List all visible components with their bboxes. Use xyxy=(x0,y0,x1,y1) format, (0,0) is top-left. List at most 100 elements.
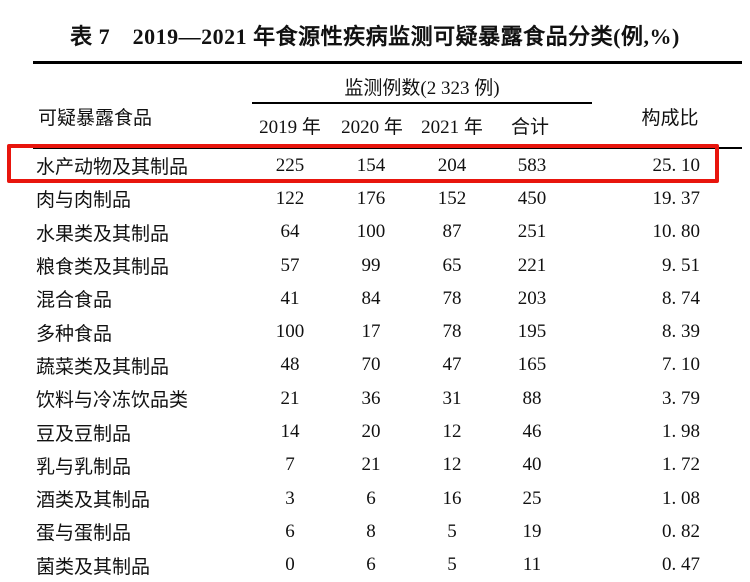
count-2019-cell: 0 xyxy=(285,554,295,576)
table-title: 表 7 2019—2021 年食源性疾病监测可疑暴露食品分类(例,%) xyxy=(70,24,680,49)
count-2019-cell: 6 xyxy=(285,520,295,542)
count-2021-cell: 16 xyxy=(442,487,462,509)
count-2021-cell: 78 xyxy=(442,321,462,343)
count-2020-cell: 99 xyxy=(361,254,381,276)
count-2021-cell: 87 xyxy=(442,221,462,243)
column-header-food: 可疑暴露食品 xyxy=(38,108,153,129)
count-2020-cell: 84 xyxy=(361,287,381,309)
ratio-cell: 25. 10 xyxy=(652,154,701,176)
count-2019-cell: 225 xyxy=(275,154,305,176)
ratio-cell: 0. 47 xyxy=(662,554,700,576)
column-header-2021: 2021 年 xyxy=(421,117,483,138)
count-2019-cell: 64 xyxy=(280,221,300,243)
food-name-cell: 混合食品 xyxy=(36,290,113,312)
count-total-cell: 583 xyxy=(517,154,547,176)
count-2019-cell: 3 xyxy=(285,487,295,509)
count-total-cell: 46 xyxy=(522,421,542,443)
count-total-cell: 11 xyxy=(522,554,542,576)
food-name-cell: 酒类及其制品 xyxy=(36,490,151,512)
count-2020-cell: 17 xyxy=(361,321,381,343)
count-total-cell: 221 xyxy=(517,254,547,276)
header-bottom-rule xyxy=(33,147,742,149)
table-row: 蔬菜类及其制品 48 70 47 165 7. 10 xyxy=(33,349,742,382)
table-row: 豆及豆制品 14 20 12 46 1. 98 xyxy=(33,415,742,448)
count-total-cell: 88 xyxy=(522,387,542,409)
count-2019-cell: 122 xyxy=(275,187,305,209)
food-name-cell: 豆及豆制品 xyxy=(36,423,132,445)
count-total-cell: 25 xyxy=(522,487,542,509)
food-name-cell: 水果类及其制品 xyxy=(36,223,170,245)
count-2020-cell: 8 xyxy=(366,520,376,542)
table-row: 水果类及其制品 64 100 87 251 10. 80 xyxy=(33,216,742,249)
count-2019-cell: 100 xyxy=(275,321,305,343)
table-row: 蛋与蛋制品 6 8 5 19 0. 82 xyxy=(33,515,742,548)
ratio-cell: 19. 37 xyxy=(652,187,701,209)
count-2021-cell: 152 xyxy=(437,187,467,209)
ratio-cell: 0. 82 xyxy=(662,520,700,542)
ratio-cell: 8. 74 xyxy=(662,287,700,309)
count-total-cell: 203 xyxy=(517,287,547,309)
count-2020-cell: 70 xyxy=(361,354,381,376)
table-row: 酒类及其制品 3 6 16 25 1. 08 xyxy=(33,482,742,515)
food-name-cell: 肉与肉制品 xyxy=(36,190,132,212)
food-name-cell: 多种食品 xyxy=(36,323,113,345)
count-2020-cell: 176 xyxy=(356,187,386,209)
count-2021-cell: 204 xyxy=(437,154,467,176)
food-name-cell: 粮食类及其制品 xyxy=(36,257,170,279)
count-2021-cell: 31 xyxy=(442,387,462,409)
count-2021-cell: 47 xyxy=(442,354,462,376)
ratio-cell: 1. 98 xyxy=(662,421,700,443)
count-2020-cell: 36 xyxy=(361,387,381,409)
food-name-cell: 水产动物及其制品 xyxy=(36,157,189,179)
food-name-cell: 蛋与蛋制品 xyxy=(36,523,132,545)
table-row: 混合食品 41 84 78 203 8. 74 xyxy=(33,282,742,315)
ratio-cell: 10. 80 xyxy=(652,221,701,243)
count-total-cell: 450 xyxy=(517,187,547,209)
count-total-cell: 251 xyxy=(517,221,547,243)
count-2020-cell: 6 xyxy=(366,487,376,509)
column-header-2019: 2019 年 xyxy=(259,117,321,138)
table-body: 水产动物及其制品 225 154 204 583 25. 10 肉与肉制品 12… xyxy=(33,149,742,582)
column-group-header-monitored-cases: 监测例数(2 323 例) xyxy=(344,78,500,99)
column-header-2020: 2020 年 xyxy=(341,117,403,138)
group-header-underline xyxy=(252,102,592,104)
count-2021-cell: 12 xyxy=(442,454,462,476)
food-name-cell: 乳与乳制品 xyxy=(36,456,132,478)
count-2019-cell: 57 xyxy=(280,254,300,276)
table-row: 粮食类及其制品 57 99 65 221 9. 51 xyxy=(33,249,742,282)
count-2020-cell: 100 xyxy=(356,221,386,243)
count-total-cell: 165 xyxy=(517,354,547,376)
count-2020-cell: 154 xyxy=(356,154,386,176)
food-name-cell: 饮料与冷冻饮品类 xyxy=(36,390,189,412)
ratio-cell: 3. 79 xyxy=(662,387,700,409)
table-row: 多种食品 100 17 78 195 8. 39 xyxy=(33,315,742,348)
table-row: 水产动物及其制品 225 154 204 583 25. 10 xyxy=(33,149,742,182)
count-2020-cell: 21 xyxy=(361,454,381,476)
count-2021-cell: 5 xyxy=(447,520,457,542)
count-2019-cell: 48 xyxy=(280,354,300,376)
table-row: 饮料与冷冻饮品类 21 36 31 88 3. 79 xyxy=(33,382,742,415)
count-2020-cell: 20 xyxy=(361,421,381,443)
column-header-total: 合计 xyxy=(510,117,549,138)
food-name-cell: 蔬菜类及其制品 xyxy=(36,356,170,378)
table-row: 乳与乳制品 7 21 12 40 1. 72 xyxy=(33,449,742,482)
count-2019-cell: 14 xyxy=(280,421,300,443)
count-2021-cell: 78 xyxy=(442,287,462,309)
count-2019-cell: 7 xyxy=(285,454,295,476)
table-top-rule xyxy=(33,61,742,64)
count-total-cell: 19 xyxy=(522,520,542,542)
count-2019-cell: 41 xyxy=(280,287,300,309)
count-2021-cell: 12 xyxy=(442,421,462,443)
count-total-cell: 195 xyxy=(517,321,547,343)
column-header-ratio: 构成比 xyxy=(641,108,699,129)
count-total-cell: 40 xyxy=(522,454,542,476)
ratio-cell: 7. 10 xyxy=(662,354,700,376)
ratio-cell: 1. 72 xyxy=(662,454,700,476)
ratio-cell: 1. 08 xyxy=(662,487,700,509)
table-row: 肉与肉制品 122 176 152 450 19. 37 xyxy=(33,182,742,215)
count-2021-cell: 5 xyxy=(447,554,457,576)
count-2021-cell: 65 xyxy=(442,254,462,276)
count-2020-cell: 6 xyxy=(366,554,376,576)
ratio-cell: 8. 39 xyxy=(662,321,700,343)
food-name-cell: 菌类及其制品 xyxy=(36,556,151,578)
